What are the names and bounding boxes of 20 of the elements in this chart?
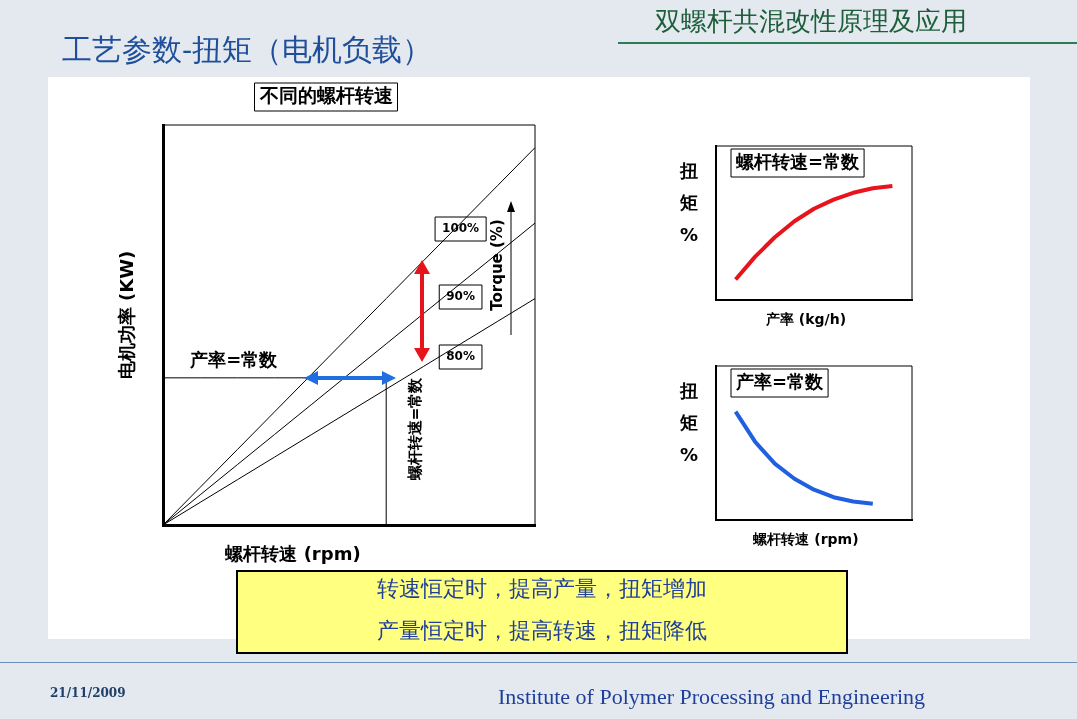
- text: Institute of Polymer Processing and Engineering: [498, 684, 926, 710]
- y-axis-title: 电机功率 (KW): [115, 250, 137, 380]
- y-axis-title: 扭矩%: [679, 159, 699, 245]
- annotation: Torque (%): [487, 219, 506, 311]
- chart-title: 产率=常数: [734, 370, 825, 392]
- y-axis-title: 扭矩%: [679, 379, 699, 465]
- chart-title: 不同的螺杆转速: [258, 83, 393, 106]
- text: 21/11/2009: [50, 686, 126, 700]
- x-axis-title: 螺杆转速 (rpm): [224, 542, 361, 564]
- annotation: 80%: [446, 349, 475, 364]
- text: 转速恒定时，提高产量，扭矩增加: [376, 575, 708, 603]
- x-axis-title: 螺杆转速 (rpm): [752, 530, 859, 547]
- annotation: 螺杆转速=常数: [405, 376, 424, 482]
- x-axis-title: 产率 (kg/h): [764, 310, 847, 327]
- text: 工艺参数-扭矩（电机负载）: [62, 31, 433, 69]
- text: 产量恒定时，提高转速，扭矩降低: [376, 617, 708, 645]
- annotation: 产率=常数: [189, 348, 279, 370]
- text: 双螺杆共混改性原理及应用: [655, 5, 967, 38]
- annotation: 90%: [446, 289, 475, 304]
- chart-title: 螺杆转速=常数: [734, 150, 861, 172]
